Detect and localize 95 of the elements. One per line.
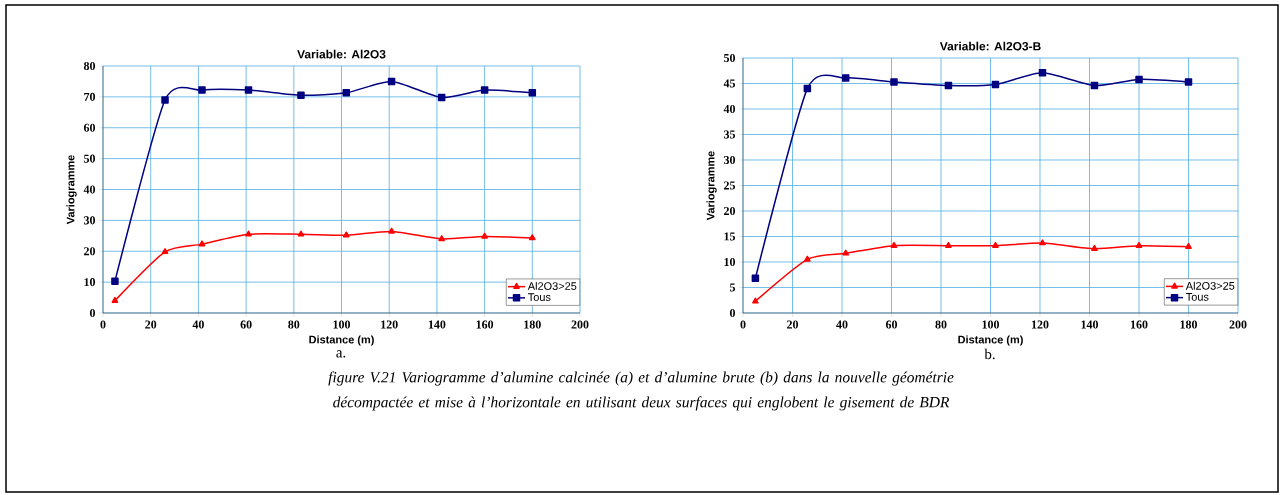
x-tick-label: 120	[381, 320, 398, 329]
point	[244, 86, 253, 94]
x-tick-label: 40	[836, 320, 848, 329]
x-tick-label: 160	[476, 320, 494, 329]
point	[437, 93, 446, 102]
y-tick-label: 45	[723, 79, 736, 88]
y-tick-label: 80	[83, 61, 96, 71]
y-tick-label: 70	[84, 92, 96, 101]
y-tick-label: 30	[723, 155, 736, 165]
point	[297, 91, 305, 100]
point	[198, 240, 206, 247]
text: a.	[336, 350, 346, 358]
y-tick-label: 50	[84, 154, 96, 163]
point	[1184, 78, 1193, 86]
legend-label: Al2O3>25	[527, 281, 577, 290]
x-axis-title: Distance (m)	[958, 335, 1023, 346]
x-tick-label: 160	[1131, 320, 1148, 329]
x-tick-label: 180	[1180, 320, 1198, 329]
point	[890, 78, 898, 86]
y-tick-label: 10	[84, 278, 96, 287]
point	[388, 227, 395, 234]
x-tick-label: 200	[1229, 320, 1247, 329]
y-tick-label: 20	[724, 206, 736, 216]
x-tick-label: 60	[885, 320, 898, 329]
x-tick-label: 20	[145, 320, 157, 329]
x-tick-label: 60	[240, 320, 252, 329]
point	[945, 241, 952, 248]
point	[111, 296, 119, 303]
point	[245, 230, 252, 237]
y-tick-label: 10	[724, 257, 736, 267]
y-tick-label: 5	[730, 283, 736, 292]
point	[751, 274, 760, 283]
x-tick-label: 140	[428, 320, 446, 329]
point	[752, 297, 759, 304]
point	[528, 89, 537, 97]
text: b.	[984, 348, 995, 360]
legend-label: Tous	[1186, 293, 1209, 301]
point	[161, 248, 169, 255]
x-tick-label: 20	[787, 320, 799, 329]
point	[297, 230, 305, 237]
point	[1185, 242, 1192, 249]
chart-title: Variable: Al2O3-B	[939, 41, 1041, 51]
point	[342, 89, 351, 97]
point	[1090, 81, 1099, 90]
point	[841, 74, 850, 82]
y-tick-label: 0	[89, 308, 96, 318]
point	[111, 277, 119, 285]
point	[804, 255, 811, 262]
point	[161, 96, 169, 104]
point	[1135, 75, 1143, 84]
y-axis-title: Variogramme	[706, 151, 717, 221]
y-tick-label: 50	[724, 53, 736, 63]
x-tick-label: 80	[935, 320, 947, 329]
legend-label: Al2O3>25	[1185, 281, 1235, 290]
x-tick-label: 0	[100, 320, 106, 329]
x-tick-label: 80	[288, 320, 300, 329]
point	[528, 234, 536, 241]
x-tick-label: 100	[982, 320, 1000, 329]
point	[480, 86, 489, 94]
x-tick-label: 180	[524, 320, 541, 329]
chart-title: Variable: Al2O3	[297, 49, 386, 59]
point	[1135, 241, 1143, 248]
y-tick-label: 30	[83, 216, 96, 225]
point	[944, 81, 953, 90]
y-tick-label: 35	[723, 130, 736, 139]
y-tick-label: 40	[723, 104, 736, 114]
point	[387, 77, 396, 86]
y-tick-label: 25	[724, 181, 736, 190]
legend-label: Tous	[528, 293, 551, 301]
point	[890, 241, 898, 248]
x-axis-title: Distance (m)	[309, 335, 374, 346]
y-axis-title: Variogramme	[66, 155, 77, 225]
x-tick-label: 0	[740, 320, 746, 329]
point	[1039, 239, 1046, 246]
y-tick-label: 0	[729, 308, 736, 318]
x-tick-label: 200	[571, 320, 589, 329]
x-tick-label: 120	[1032, 320, 1049, 329]
point	[803, 84, 812, 93]
point	[1091, 244, 1098, 251]
point	[991, 80, 1000, 89]
y-tick-label: 15	[724, 232, 736, 241]
x-tick-label: 40	[192, 320, 204, 329]
point	[992, 241, 999, 248]
point	[481, 232, 488, 239]
point	[842, 249, 850, 256]
y-tick-label: 20	[84, 247, 96, 256]
point	[198, 86, 206, 94]
point	[342, 231, 350, 238]
x-tick-label: 100	[333, 320, 351, 329]
x-tick-label: 140	[1081, 320, 1099, 329]
y-tick-label: 60	[83, 123, 96, 132]
point	[1038, 69, 1047, 77]
text: figure V.21 Variogramme d’alumine calcinée (a) et d’alumine brute (b) dans la nouvelle géométrie décompactée et mise à l’horizontale en utilisant deux surfaces qui englobent le gisement de BDR	[328, 371, 954, 411]
y-tick-label: 40	[83, 185, 96, 194]
point	[438, 235, 446, 242]
